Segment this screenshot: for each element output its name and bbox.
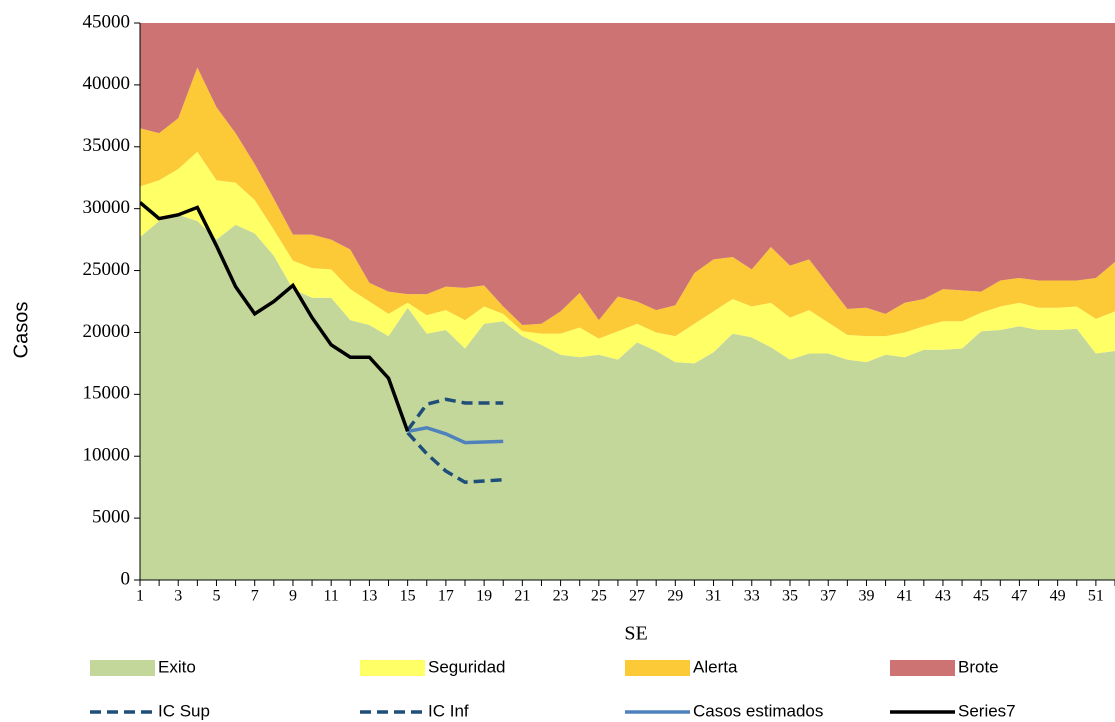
x-tick-label: 29 xyxy=(667,588,683,605)
legend-swatch xyxy=(625,660,690,676)
y-tick-label: 35000 xyxy=(83,135,131,156)
x-tick-label: 23 xyxy=(553,588,569,605)
area xyxy=(140,214,1115,580)
x-tick-label: 39 xyxy=(858,588,874,605)
x-tick-label: 25 xyxy=(591,588,607,605)
legend-swatch xyxy=(360,660,425,676)
y-tick-label: 15000 xyxy=(83,383,131,404)
x-tick-label: 11 xyxy=(323,588,338,605)
x-tick-label: 19 xyxy=(476,588,492,605)
y-tick-label: 25000 xyxy=(83,259,131,280)
x-tick-label: 15 xyxy=(400,588,416,605)
legend-swatch xyxy=(890,660,955,676)
x-tick-label: 33 xyxy=(744,588,760,605)
y-tick-label: 20000 xyxy=(83,321,131,342)
legend-label: Seguridad xyxy=(428,657,506,676)
x-tick-label: 47 xyxy=(1011,588,1027,605)
line xyxy=(406,431,504,484)
x-tick-label: 31 xyxy=(706,588,722,605)
legend-swatch xyxy=(90,660,155,676)
line xyxy=(406,397,504,432)
y-tick-label: 5000 xyxy=(92,506,130,527)
x-tick-label: 9 xyxy=(289,588,297,605)
x-tick-label: 3 xyxy=(174,588,182,605)
y-tick-label: 0 xyxy=(121,568,131,589)
x-tick-label: 37 xyxy=(820,588,836,605)
x-tick-label: 1 xyxy=(136,588,144,605)
legend-label: IC Sup xyxy=(158,701,210,720)
plot xyxy=(140,23,1115,580)
x-tick-label: 21 xyxy=(514,588,530,605)
line xyxy=(140,201,410,433)
x-tick-label: 17 xyxy=(438,588,454,605)
y-tick-label: 30000 xyxy=(83,197,131,218)
x-tick-label: 51 xyxy=(1088,588,1104,605)
legend-label: IC Inf xyxy=(428,701,469,720)
y-axis-label: Casos xyxy=(10,302,32,359)
y-tick-label: 10000 xyxy=(83,445,131,466)
x-tick-label: 49 xyxy=(1050,588,1066,605)
x-tick-label: 5 xyxy=(212,588,220,605)
legend-label: Exito xyxy=(158,657,196,676)
legend-label: Alerta xyxy=(693,657,738,676)
x-tick-label: 7 xyxy=(251,588,259,605)
x-tick-label: 35 xyxy=(782,588,798,605)
x-axis-label: SE xyxy=(624,623,647,645)
legend-label: Brote xyxy=(958,657,999,676)
x-tick-label: 13 xyxy=(361,588,377,605)
x-tick-label: 41 xyxy=(897,588,913,605)
x-tick-label: 43 xyxy=(935,588,951,605)
y-tick-label: 45000 xyxy=(83,11,131,32)
area xyxy=(140,23,1115,326)
y-tick-label: 40000 xyxy=(83,73,131,94)
legend-label: Casos estimados xyxy=(693,701,823,720)
line xyxy=(407,425,504,445)
legend-label: Series7 xyxy=(958,701,1016,720)
x-tick-label: 27 xyxy=(629,588,645,605)
x-tick-label: 45 xyxy=(973,588,989,605)
